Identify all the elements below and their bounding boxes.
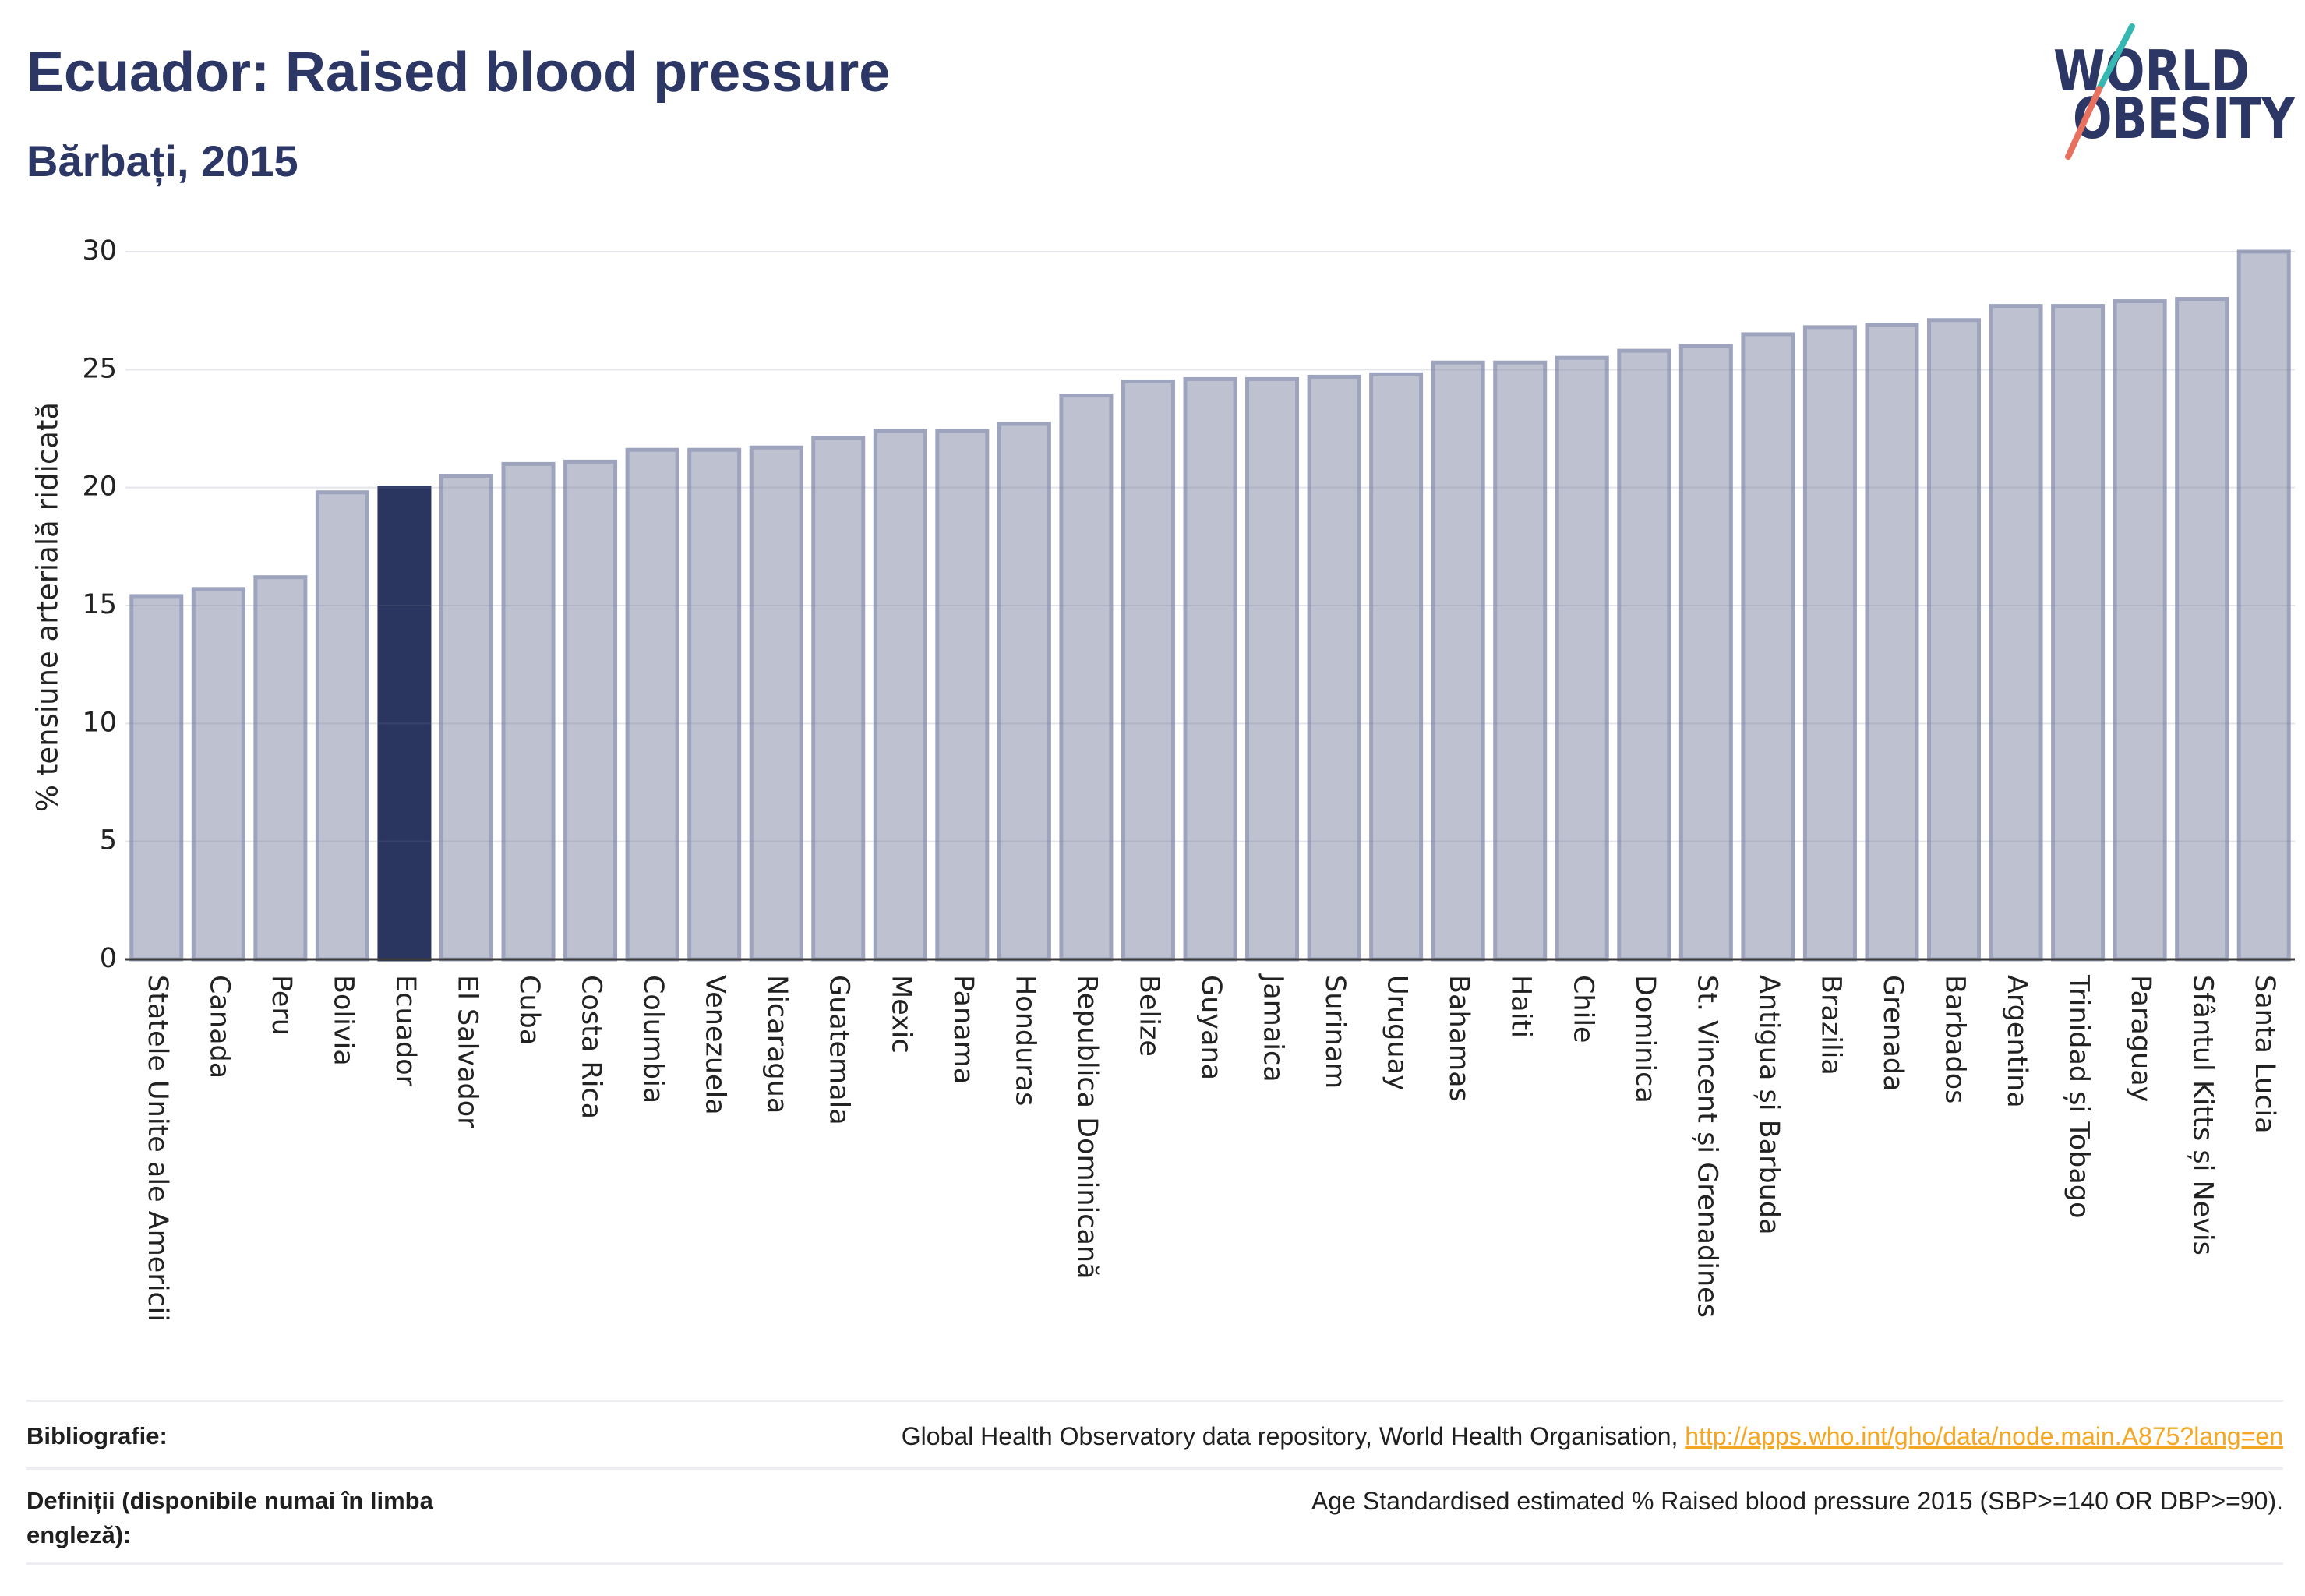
- bar-statele-unite-ale-americii: [129, 594, 184, 962]
- y-tick-label: 20: [82, 471, 117, 503]
- y-tick-label: 10: [82, 707, 117, 738]
- source-link[interactable]: http://apps.who.int/gho/data/node.main.A…: [1685, 1422, 2283, 1450]
- x-tick-label: Bahamas: [1443, 975, 1474, 1102]
- y-axis-title: % tensiune arterială ridicată: [31, 402, 65, 812]
- sources-row: Bibliografie: Global Health Observatory …: [26, 1400, 2283, 1467]
- sources-value: Global Health Observatory data repositor…: [902, 1419, 2283, 1453]
- x-tick-label: Bolivia: [327, 975, 358, 1066]
- bar-belize: [1121, 379, 1175, 962]
- x-tick-label: Santa Lucia: [2249, 975, 2280, 1134]
- x-tick-label: Columbia: [637, 975, 669, 1103]
- x-tick-label: Guatemala: [824, 975, 855, 1125]
- x-tick-label: Belize: [1133, 975, 1164, 1057]
- x-tick-label: Brazilia: [1815, 975, 1846, 1075]
- bar-bahamas: [1431, 360, 1485, 962]
- x-tick-label: Jamaica: [1258, 973, 1289, 1082]
- bar-santa-lucia: [2236, 249, 2291, 962]
- bar-costa-rica: [563, 459, 618, 962]
- chart-subtitle: Bărbați, 2015: [26, 136, 298, 185]
- y-tick-labels: 0 5 10 15 20 25 30: [82, 235, 117, 974]
- bar-ecuador: [377, 486, 432, 962]
- sources-label: Bibliografie:: [26, 1422, 168, 1449]
- x-tick-labels: Statele Unite ale Americii Canada Peru Boli…: [142, 973, 2280, 1322]
- bar-sfantul-kitts-si-nevis: [2175, 297, 2229, 962]
- x-tick-label: Nicaragua: [761, 975, 792, 1114]
- bar-bolivia: [315, 490, 369, 962]
- chart-title: Ecuador: Raised blood pressure: [26, 41, 891, 104]
- x-tick-label: Grenada: [1877, 975, 1908, 1092]
- bar-haiti: [1493, 360, 1548, 962]
- bar-jamaica: [1245, 376, 1300, 962]
- x-tick-label: Trinidad și Tobago: [2063, 974, 2095, 1219]
- x-tick-label: Antigua și Barbuda: [1753, 975, 1784, 1235]
- bar-antigua-si-barbuda: [1741, 332, 1795, 962]
- y-tick-label: 5: [100, 825, 117, 856]
- y-tick-label: 15: [82, 589, 117, 620]
- x-tick-label: Paraguay: [2125, 975, 2156, 1102]
- bar-uruguay: [1369, 372, 1424, 962]
- bar-canada: [191, 587, 245, 962]
- y-tick-label: 0: [100, 943, 117, 974]
- bar-mexic: [873, 429, 927, 962]
- bar-republica-dominicana: [1059, 394, 1114, 962]
- bar-peru: [253, 575, 308, 962]
- x-tick-label: Guyana: [1195, 975, 1227, 1080]
- x-tick-label: Panama: [948, 975, 979, 1084]
- logo-line-1: WORLD: [2053, 38, 2250, 104]
- x-tick-label: Surinam: [1319, 975, 1350, 1089]
- x-tick-label: Haiti: [1505, 975, 1537, 1038]
- x-tick-label: Argentina: [2001, 975, 2032, 1108]
- bar-paraguay: [2113, 299, 2167, 962]
- x-tick-label: Republica Dominicană: [1071, 975, 1103, 1280]
- x-tick-label: El Salvador: [451, 975, 482, 1128]
- bar-guyana: [1183, 376, 1237, 962]
- x-tick-label: Statele Unite ale Americii: [142, 975, 173, 1322]
- bar-st-vincent-si-grenadines: [1678, 344, 1733, 962]
- x-tick-label: Cuba: [514, 975, 545, 1045]
- definitions-row: Definiții (disponibile numai în limba en…: [26, 1467, 2283, 1565]
- x-tick-label: Canada: [203, 975, 235, 1079]
- x-tick-label: Chile: [1567, 975, 1598, 1043]
- x-tick-label: Sfântul Kitts și Nevis: [2187, 975, 2219, 1255]
- bar-honduras: [997, 422, 1051, 962]
- bar-dominica: [1617, 348, 1671, 962]
- gridlines: [125, 251, 2295, 842]
- footer: Bibliografie: Global Health Observatory …: [26, 1400, 2283, 1565]
- x-tick-label: St. Vincent și Grenadines: [1691, 975, 1722, 1318]
- x-tick-label: Peru: [266, 975, 297, 1036]
- bar-cuba: [501, 461, 556, 962]
- x-tick-label: Barbados: [1940, 975, 1971, 1103]
- bar-chile: [1555, 355, 1609, 962]
- y-tick-label: 30: [82, 235, 117, 267]
- bar-nicaragua: [749, 445, 803, 962]
- bar-guatemala: [811, 436, 866, 962]
- sources-text: Global Health Observatory data repositor…: [901, 1422, 1686, 1450]
- bar-brazilia: [1802, 325, 1857, 962]
- bar-trinidad-si-tobago: [2051, 304, 2106, 962]
- definitions-label: Definiții (disponibile numai în limba en…: [26, 1487, 433, 1548]
- definitions-text: Age Standardised estimated % Raised bloo…: [1311, 1487, 2283, 1515]
- bar-columbia: [625, 447, 679, 962]
- bar-grenada: [1865, 323, 1919, 962]
- x-tick-label: Mexic: [885, 975, 916, 1054]
- bars: [129, 249, 2291, 962]
- bar-argentina: [1989, 304, 2043, 962]
- world-obesity-logo: WORLD OBESITY: [2053, 23, 2296, 160]
- logo-line-2: OBESITY: [2073, 86, 2296, 151]
- logo-slash-bottom: [2065, 86, 2102, 160]
- x-tick-label: Costa Rica: [576, 975, 607, 1119]
- y-tick-label: 25: [82, 353, 117, 384]
- bar-barbados: [1927, 318, 1982, 962]
- x-tick-label: Venezuela: [700, 975, 731, 1115]
- bar-surinam: [1307, 374, 1361, 962]
- x-tick-label: Honduras: [1009, 975, 1040, 1106]
- bar-panama: [935, 429, 990, 962]
- x-tick-label: Uruguay: [1382, 975, 1413, 1091]
- x-tick-label: Dominica: [1629, 975, 1661, 1103]
- bar-chart: 0 5 10 15 20 25 30 Statele Unite ale Americii C…: [31, 235, 2295, 1322]
- bar-venezuela: [687, 447, 742, 962]
- x-tick-label: Ecuador: [390, 975, 421, 1087]
- bar-el-salvador: [439, 474, 493, 962]
- logo-slash-top: [2096, 23, 2135, 92]
